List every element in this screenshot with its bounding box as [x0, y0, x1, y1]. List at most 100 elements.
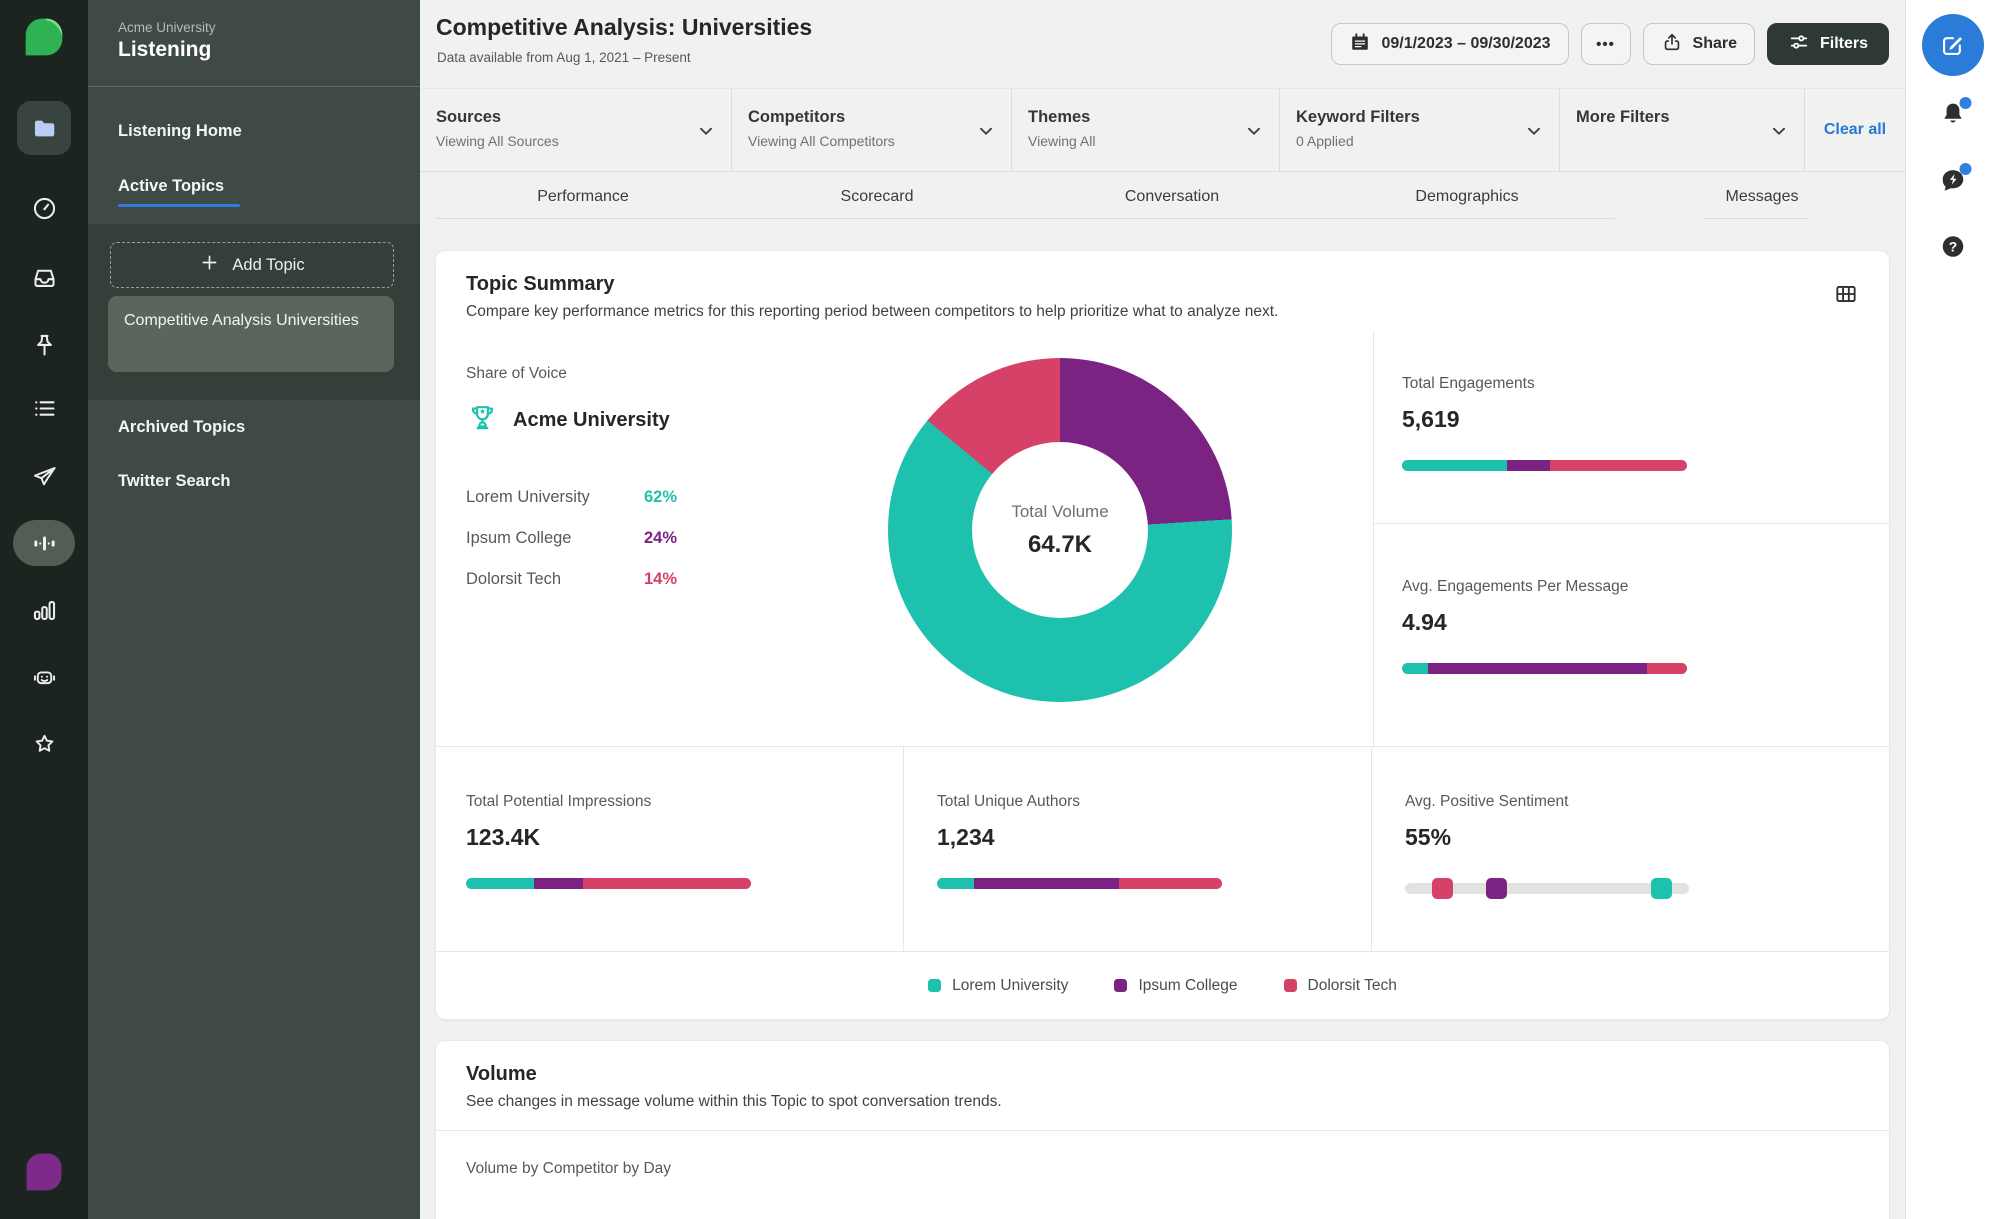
bar-segment-pink [1119, 878, 1222, 889]
competitor-name: Dolorsit Tech [466, 570, 644, 589]
metric-value: 4.94 [1402, 609, 1889, 636]
utility-rail: ? [1905, 0, 1999, 1219]
filter-sources[interactable]: SourcesViewing All Sources [420, 89, 732, 171]
total-impressions-cell: Total Potential Impressions 123.4K [436, 747, 903, 951]
tab-scorecard[interactable]: Scorecard [841, 188, 914, 206]
summary-bottom-row: Total Potential Impressions 123.4K Total… [436, 746, 1889, 951]
star-icon[interactable] [22, 722, 66, 766]
metric-value: 5,619 [1402, 406, 1889, 433]
topics-section: Add Topic Competitive Analysis Universit… [88, 224, 420, 400]
sidebar-divider [88, 86, 420, 87]
legend-item-ipsum-college[interactable]: Ipsum College [1114, 977, 1237, 995]
active-tab-underline [118, 204, 240, 207]
calendar-icon [1349, 31, 1371, 58]
compose-button[interactable] [1922, 14, 1984, 76]
gauge-icon[interactable] [22, 186, 66, 230]
active-topics-label: Active Topics [118, 177, 224, 195]
notifications-bell-icon[interactable] [1938, 100, 1967, 129]
listening-waveform-icon[interactable] [13, 520, 75, 566]
sidebar-item-archived-topics[interactable]: Archived Topics [118, 418, 245, 437]
tab-performance[interactable]: Performance [537, 188, 629, 206]
sentiment-marker-teal[interactable] [1651, 878, 1672, 899]
sentiment-marker-pink[interactable] [1432, 878, 1453, 899]
product-title: Listening [118, 38, 211, 62]
list-icon[interactable] [22, 386, 66, 430]
filter-keyword-filters[interactable]: Keyword Filters0 Applied [1280, 89, 1560, 171]
share-button[interactable]: Share [1643, 23, 1755, 65]
clear-all-cell: Clear all [1805, 89, 1905, 171]
legend-label: Lorem University [952, 977, 1068, 995]
chevron-down-icon [1243, 120, 1265, 147]
metric-value: 1,234 [937, 824, 1371, 851]
donut-center-label: Total Volume [1011, 502, 1108, 522]
share-icon [1661, 31, 1683, 58]
clear-all-link[interactable]: Clear all [1824, 121, 1886, 139]
share-of-voice-label: Share of Voice [466, 365, 866, 383]
total-engagements-cell: Total Engagements 5,619 [1374, 331, 1889, 524]
chevron-down-icon [1768, 120, 1790, 147]
filter-label: Keyword Filters [1296, 108, 1519, 127]
topic-item-competitive-analysis[interactable]: Competitive Analysis Universities [108, 296, 394, 372]
bar-chart-icon[interactable] [22, 588, 66, 632]
volume-title: Volume [466, 1063, 1859, 1086]
date-range-label: 09/1/2023 – 09/30/2023 [1381, 35, 1550, 53]
legend-swatch [1114, 979, 1127, 992]
add-topic-button[interactable]: Add Topic [110, 242, 394, 288]
filters-button[interactable]: Filters [1767, 23, 1889, 65]
sidebar-item-active-topics[interactable]: Active Topics [118, 177, 224, 196]
metric-label: Total Engagements [1402, 375, 1889, 393]
share-label: Share [1693, 35, 1737, 53]
tab-conversation[interactable]: Conversation [1125, 188, 1219, 206]
filter-themes[interactable]: ThemesViewing All [1012, 89, 1280, 171]
competitor-share: 14% [644, 570, 677, 589]
stacked-bar [1402, 663, 1687, 674]
legend-item-dolorsit-tech[interactable]: Dolorsit Tech [1284, 977, 1397, 995]
tab-messages[interactable]: Messages [1726, 188, 1799, 206]
more-options-button[interactable]: ••• [1581, 23, 1631, 65]
share-of-voice-donut-chart[interactable]: Total Volume 64.7K [888, 358, 1232, 702]
competitor-share: 24% [644, 529, 677, 548]
trophy-icon [466, 401, 499, 439]
filter-competitors[interactable]: CompetitorsViewing All Competitors [732, 89, 1012, 171]
folder-icon[interactable] [17, 101, 71, 155]
leader-name: Acme University [513, 409, 670, 432]
help-icon[interactable]: ? [1938, 232, 1967, 261]
tabs-underline-messages [1704, 218, 1808, 220]
metric-label: Avg. Engagements Per Message [1402, 578, 1889, 596]
legend-item-lorem-university[interactable]: Lorem University [928, 977, 1068, 995]
unique-authors-cell: Total Unique Authors 1,234 [903, 747, 1371, 951]
legend-swatch [928, 979, 941, 992]
table-view-button[interactable] [1829, 277, 1863, 311]
sentiment-marker-purple[interactable] [1486, 878, 1507, 899]
chevron-down-icon [1523, 120, 1545, 147]
chat-lightning-icon[interactable] [1938, 166, 1967, 195]
avg-engagements-cell: Avg. Engagements Per Message 4.94 [1374, 524, 1889, 746]
bar-segment-teal [937, 878, 974, 889]
filter-more-filters[interactable]: More Filters [1560, 89, 1805, 171]
paper-plane-icon[interactable] [22, 454, 66, 498]
share-of-voice-row: Dolorsit Tech14% [466, 559, 866, 600]
pin-icon[interactable] [22, 323, 66, 367]
date-range-button[interactable]: 09/1/2023 – 09/30/2023 [1331, 23, 1568, 65]
robot-icon[interactable] [22, 655, 66, 699]
sidebar-item-twitter-search[interactable]: Twitter Search [118, 472, 230, 491]
metric-value: 123.4K [466, 824, 903, 851]
legend-swatch [1284, 979, 1297, 992]
bar-segment-purple [534, 878, 582, 889]
topic-summary-card: Topic Summary Compare key performance me… [435, 250, 1890, 1020]
sentiment-slider [1405, 883, 1689, 894]
chevron-down-icon [695, 120, 717, 147]
bar-segment-pink [1647, 663, 1687, 674]
competitor-share: 62% [644, 488, 677, 507]
add-topic-label: Add Topic [232, 256, 304, 275]
inbox-icon[interactable] [22, 255, 66, 299]
filter-value: Viewing All Competitors [748, 133, 971, 149]
sprout-logo[interactable] [22, 15, 66, 59]
sidebar-item-listening-home[interactable]: Listening Home [118, 122, 242, 141]
share-of-voice-row: Ipsum College24% [466, 518, 866, 559]
legend-label: Ipsum College [1138, 977, 1237, 995]
profile-leaf-avatar[interactable] [22, 1150, 66, 1194]
filter-value: Viewing All Sources [436, 133, 691, 149]
tab-demographics[interactable]: Demographics [1415, 188, 1518, 206]
chevron-down-icon [975, 120, 997, 147]
